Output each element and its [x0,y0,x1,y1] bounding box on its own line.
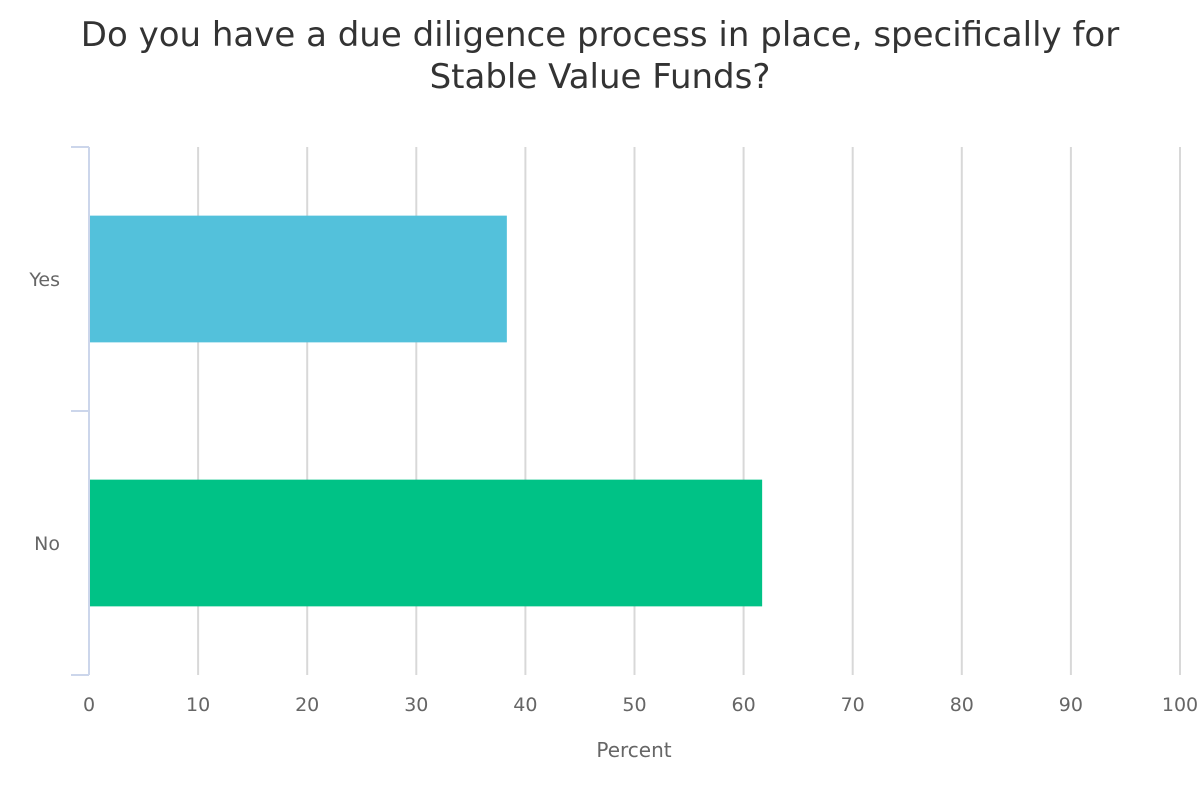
chart-title: Do you have a due diligence process in p… [80,15,1120,97]
x-tick-label: 90 [1059,694,1083,716]
x-tick-label: 50 [622,694,646,716]
category-label-no: No [34,533,60,555]
x-tick-label: 40 [513,694,537,716]
bar-yes [89,215,507,343]
category-label-yes: Yes [28,269,60,291]
x-tick-label: 100 [1162,694,1198,716]
category-axis-labels: Yes No [28,269,60,555]
x-tick-label: 80 [950,694,974,716]
value-axis-ticks: 0 10 20 30 40 50 60 70 80 90 100 [83,694,1198,716]
x-tick-label: 20 [295,694,319,716]
x-axis-title: Percent [596,738,671,762]
category-axis [71,146,90,676]
x-tick-label: 30 [404,694,428,716]
x-tick-label: 10 [186,694,210,716]
x-tick-label: 70 [841,694,865,716]
x-tick-label: 0 [83,694,95,716]
x-tick-label: 60 [732,694,756,716]
bars [89,215,763,607]
bar-no [89,479,763,607]
